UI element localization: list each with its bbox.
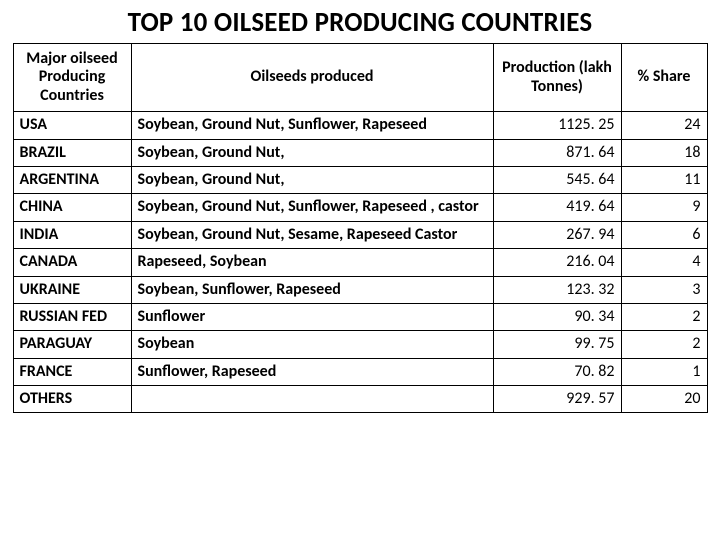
table-row: CANADARapeseed, Soybean216. 044 [13, 249, 707, 276]
cell-production: 90. 34 [493, 303, 621, 330]
cell-production: 419. 64 [493, 194, 621, 221]
table-row: PARAGUAYSoybean99. 752 [13, 331, 707, 358]
cell-produced: Sunflower [131, 303, 493, 330]
cell-country: FRANCE [13, 358, 131, 385]
col-header-produced: Oilseeds produced [131, 44, 493, 112]
cell-share: 4 [621, 249, 707, 276]
cell-country: OTHERS [13, 386, 131, 413]
cell-country: ARGENTINA [13, 166, 131, 193]
cell-production: 99. 75 [493, 331, 621, 358]
cell-production: 267. 94 [493, 221, 621, 248]
table-row: CHINASoybean, Ground Nut, Sunflower, Rap… [13, 194, 707, 221]
cell-produced: Soybean, Ground Nut, [131, 166, 493, 193]
cell-country: UKRAINE [13, 276, 131, 303]
table-row: UKRAINESoybean, Sunflower, Rapeseed123. … [13, 276, 707, 303]
cell-share: 2 [621, 303, 707, 330]
oilseed-table: Major oilseed Producing Countries Oilsee… [13, 43, 708, 413]
cell-share: 2 [621, 331, 707, 358]
cell-production: 70. 82 [493, 358, 621, 385]
cell-production: 929. 57 [493, 386, 621, 413]
cell-share: 18 [621, 139, 707, 166]
col-header-country: Major oilseed Producing Countries [13, 44, 131, 112]
table-row: RUSSIAN FEDSunflower90. 342 [13, 303, 707, 330]
cell-produced: Rapeseed, Soybean [131, 249, 493, 276]
cell-share: 3 [621, 276, 707, 303]
cell-produced: Soybean, Ground Nut, Sunflower, Rapeseed… [131, 194, 493, 221]
table-row: ARGENTINASoybean, Ground Nut,545. 6411 [13, 166, 707, 193]
cell-country: PARAGUAY [13, 331, 131, 358]
cell-share: 6 [621, 221, 707, 248]
cell-share: 1 [621, 358, 707, 385]
cell-share: 24 [621, 112, 707, 139]
cell-produced: Soybean, Sunflower, Rapeseed [131, 276, 493, 303]
cell-produced: Soybean, Ground Nut, Sesame, Rapeseed Ca… [131, 221, 493, 248]
cell-produced: Sunflower, Rapeseed [131, 358, 493, 385]
cell-country: USA [13, 112, 131, 139]
cell-country: RUSSIAN FED [13, 303, 131, 330]
cell-production: 1125. 25 [493, 112, 621, 139]
table-header-row: Major oilseed Producing Countries Oilsee… [13, 44, 707, 112]
cell-production: 545. 64 [493, 166, 621, 193]
table-row: BRAZILSoybean, Ground Nut,871. 6418 [13, 139, 707, 166]
cell-country: INDIA [13, 221, 131, 248]
cell-produced: Soybean, Ground Nut, Sunflower, Rapeseed [131, 112, 493, 139]
cell-production: 871. 64 [493, 139, 621, 166]
cell-share: 20 [621, 386, 707, 413]
table-row: FRANCESunflower, Rapeseed70. 821 [13, 358, 707, 385]
cell-country: BRAZIL [13, 139, 131, 166]
table-row: USASoybean, Ground Nut, Sunflower, Rapes… [13, 112, 707, 139]
cell-country: CANADA [13, 249, 131, 276]
cell-produced [131, 386, 493, 413]
cell-production: 123. 32 [493, 276, 621, 303]
cell-share: 11 [621, 166, 707, 193]
table-row: INDIASoybean, Ground Nut, Sesame, Rapese… [13, 221, 707, 248]
col-header-production: Production (lakh Tonnes) [493, 44, 621, 112]
col-header-share: % Share [621, 44, 707, 112]
page-title: TOP 10 OILSEED PRODUCING COUNTRIES [0, 0, 720, 43]
table-row: OTHERS 929. 5720 [13, 386, 707, 413]
cell-production: 216. 04 [493, 249, 621, 276]
cell-country: CHINA [13, 194, 131, 221]
cell-share: 9 [621, 194, 707, 221]
cell-produced: Soybean, Ground Nut, [131, 139, 493, 166]
cell-produced: Soybean [131, 331, 493, 358]
